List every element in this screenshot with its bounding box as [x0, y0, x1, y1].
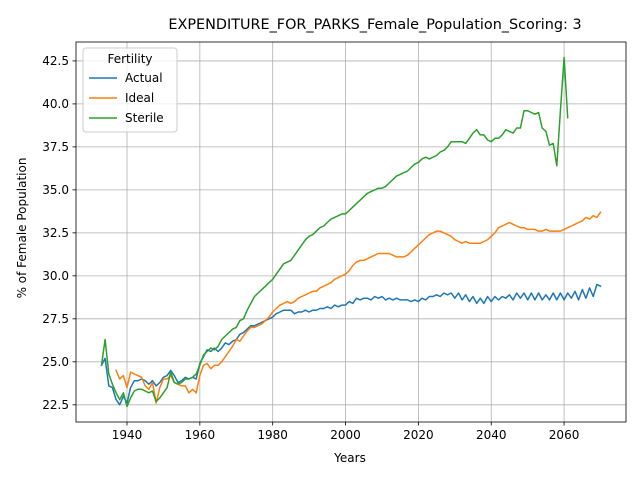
y-tick-label: 22.5	[42, 398, 69, 412]
y-tick-label: 40.0	[42, 97, 69, 111]
x-tick-label: 1960	[185, 428, 216, 442]
x-tick-label: 2000	[330, 428, 361, 442]
y-axis-label: % of Female Population	[15, 158, 29, 299]
y-tick-label: 35.0	[42, 183, 69, 197]
chart-title: EXPENDITURE_FOR_PARKS_Female_Population_…	[168, 17, 581, 33]
x-tick-label: 2020	[403, 428, 434, 442]
series-line-sterile	[100, 56, 569, 408]
legend-label-ideal: Ideal	[125, 91, 154, 105]
y-tick-label: 25.0	[42, 355, 69, 369]
series-line-ideal	[115, 211, 602, 404]
legend: Fertility Actual Ideal Sterile	[82, 47, 178, 133]
legend-box	[82, 47, 178, 133]
grid-lines	[76, 42, 626, 422]
y-tick-label: 27.5	[42, 312, 69, 326]
x-tick-label: 1980	[257, 428, 288, 442]
x-axis-ticks: 1940 1960 1980 2000 2020 2040 2060	[112, 422, 580, 442]
x-tick-label: 2040	[476, 428, 507, 442]
y-tick-label: 32.5	[42, 226, 69, 240]
series-layer	[100, 56, 602, 408]
plot-area-frame	[75, 41, 627, 423]
series-line-actual	[100, 283, 602, 406]
y-tick-label: 37.5	[42, 140, 69, 154]
legend-label-actual: Actual	[125, 71, 163, 85]
legend-title: Fertility	[107, 52, 152, 66]
x-axis-label: Years	[333, 451, 366, 465]
x-tick-label: 1940	[112, 428, 143, 442]
y-tick-label: 30.0	[42, 269, 69, 283]
y-tick-label: 42.5	[42, 54, 69, 68]
y-axis-ticks: 22.5 25.0 27.5 30.0 32.5 35.0 37.5 40.0 42.5	[42, 54, 76, 412]
legend-label-sterile: Sterile	[125, 111, 164, 125]
x-tick-label: 2060	[549, 428, 580, 442]
